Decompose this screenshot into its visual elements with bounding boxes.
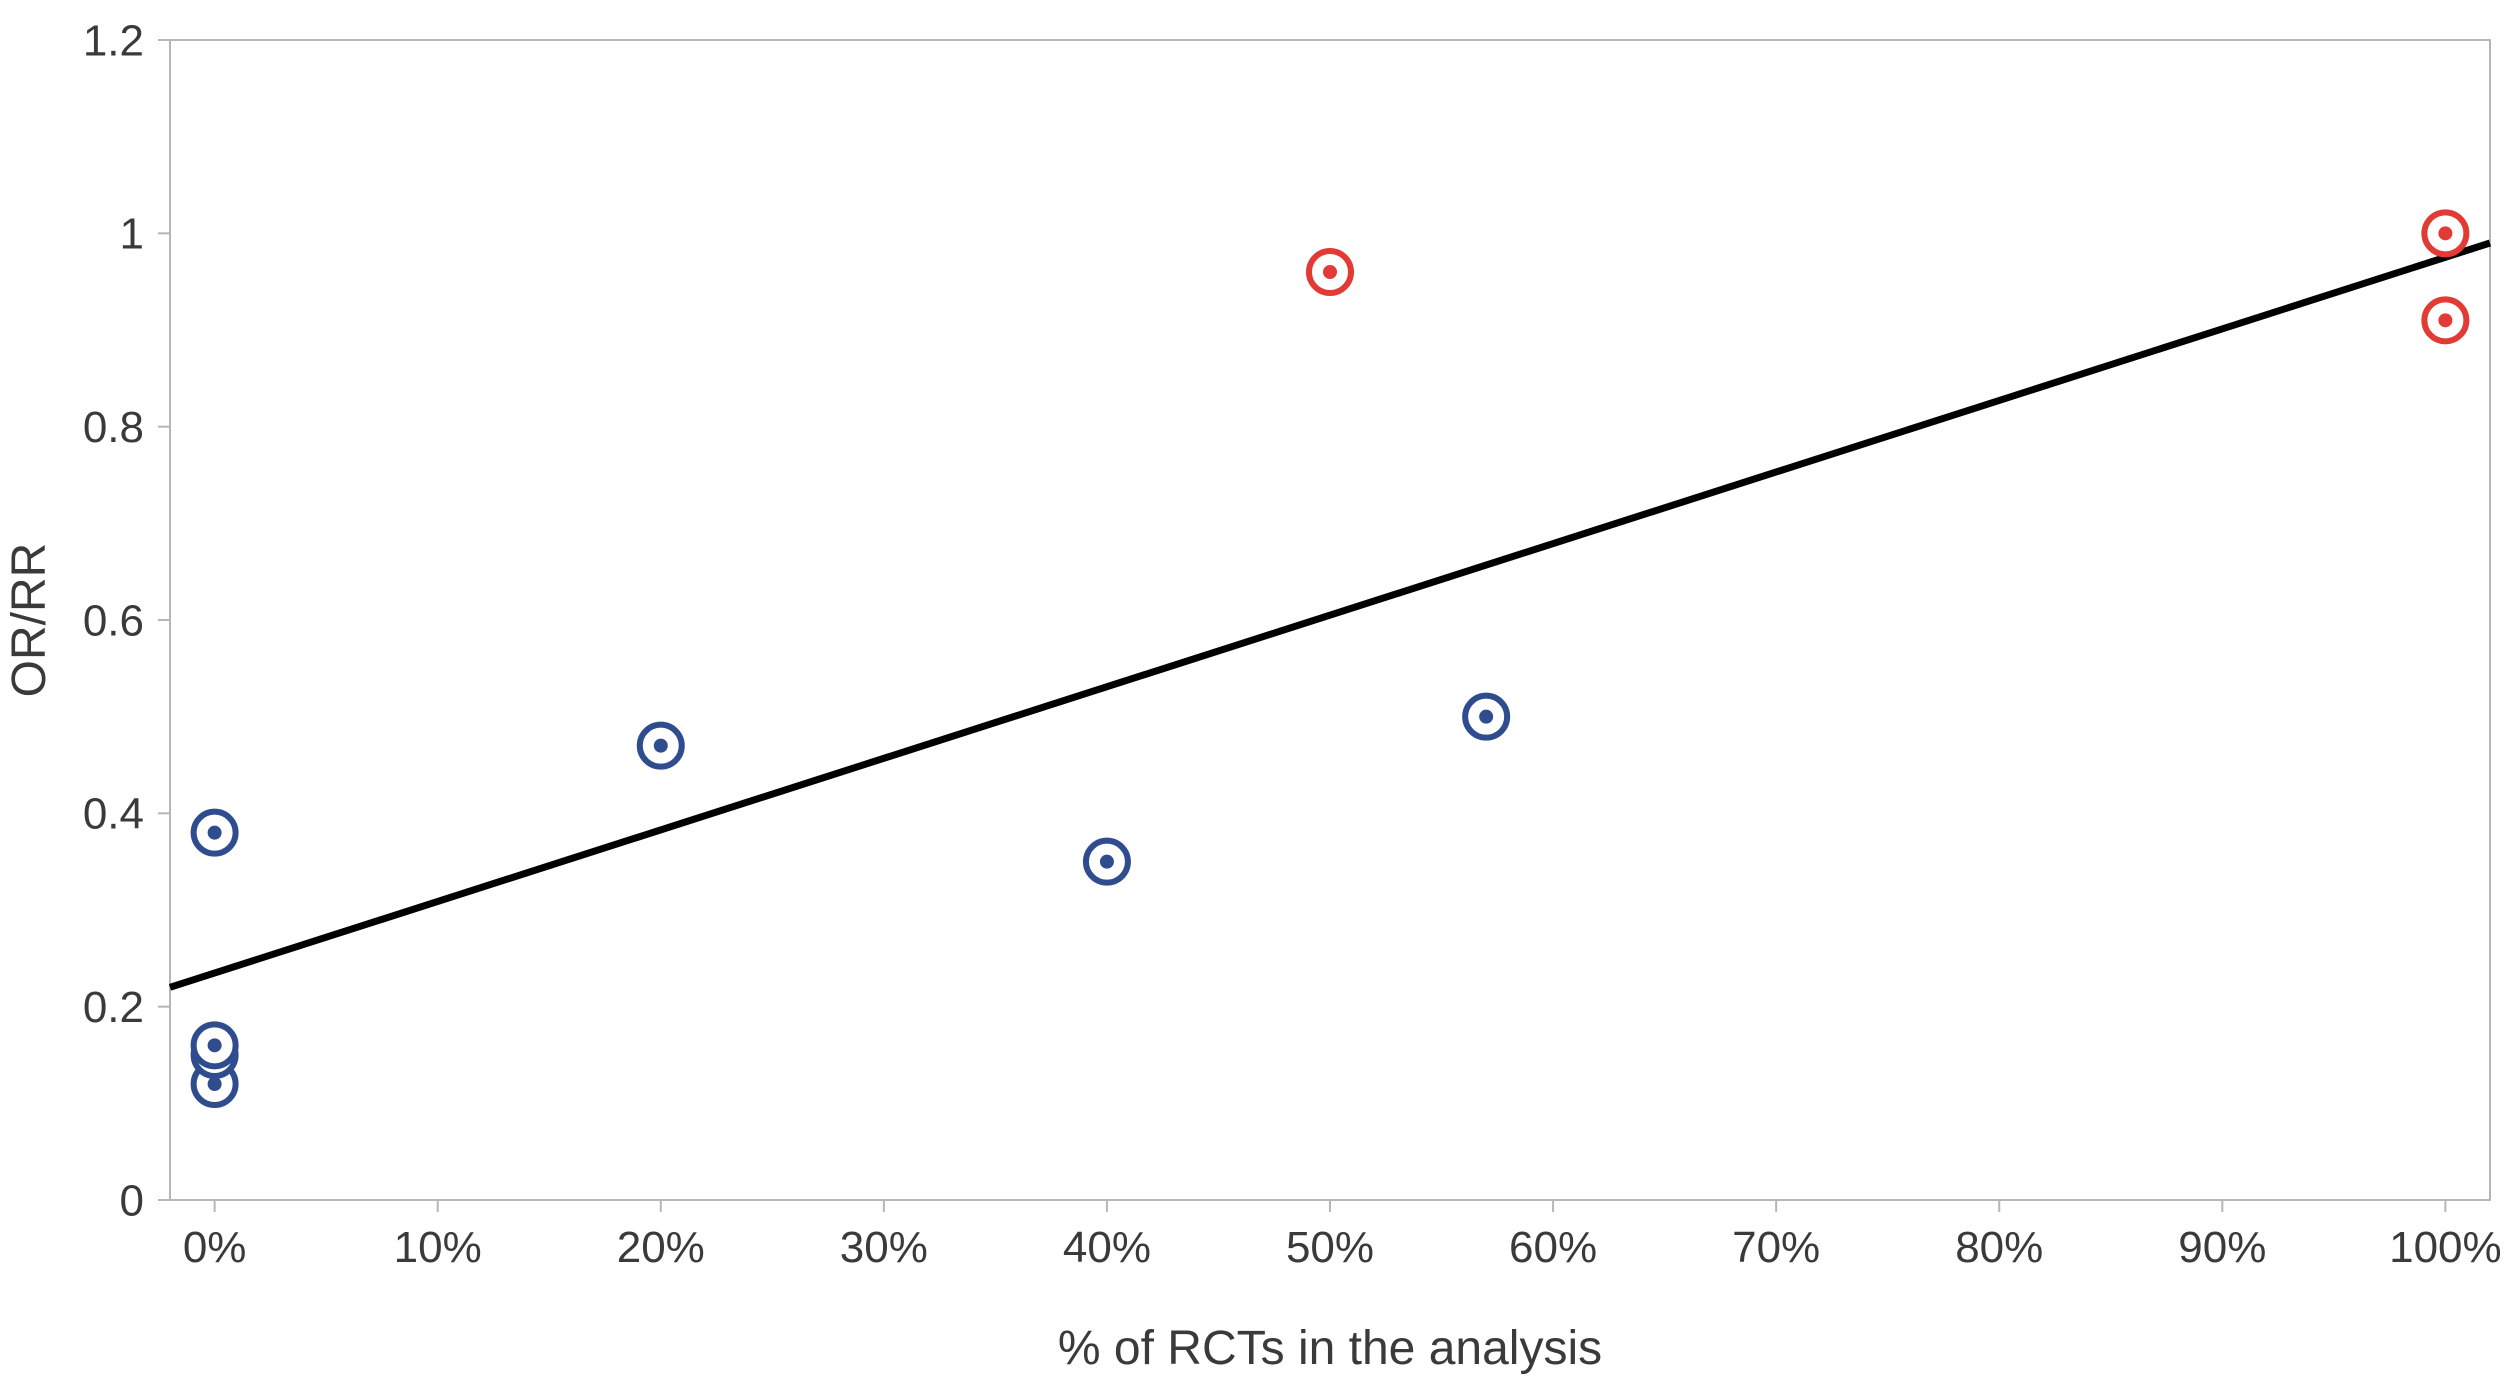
- scatter-chart: 0% 10% 20% 30% 40% 50% 60% 70% 80% 90% 100% 0 0.2 0.4…: [0, 0, 2519, 1394]
- point-red: [1309, 251, 1351, 293]
- y-axis-title: OR/RR: [3, 543, 56, 698]
- x-axis-title: % of RCTs in the analysis: [1058, 1322, 1602, 1375]
- x-tick-label: 0%: [183, 1223, 247, 1272]
- point-blue: [1465, 696, 1507, 738]
- point-red: [2424, 299, 2466, 341]
- point-red: [2424, 212, 2466, 254]
- y-tick-label: 1: [120, 210, 144, 259]
- point-blue: [1086, 841, 1128, 883]
- y-tick-label: 1.2: [83, 16, 144, 65]
- x-tick-label: 50%: [1286, 1223, 1374, 1272]
- chart-svg: 0% 10% 20% 30% 40% 50% 60% 70% 80% 90% 100% 0 0.2 0.4…: [0, 0, 2519, 1394]
- y-tick-label: 0.4: [83, 790, 144, 839]
- x-tick-label: 80%: [1955, 1223, 2043, 1272]
- y-tick-label: 0: [120, 1176, 144, 1225]
- point-blue: [194, 1024, 236, 1066]
- x-tick-label: 30%: [840, 1223, 928, 1272]
- x-tick-label: 20%: [617, 1223, 705, 1272]
- x-tick-label: 70%: [1732, 1223, 1820, 1272]
- x-tick-label: 10%: [394, 1223, 482, 1272]
- y-tick-label: 0.6: [83, 596, 144, 645]
- y-tick-label: 0.8: [83, 403, 144, 452]
- point-blue: [640, 725, 682, 767]
- point-blue: [194, 812, 236, 854]
- x-tick-label: 60%: [1509, 1223, 1597, 1272]
- x-tick-label: 90%: [2178, 1223, 2266, 1272]
- x-tick-label: 100%: [2389, 1223, 2502, 1272]
- y-tick-label: 0.2: [83, 983, 144, 1032]
- x-tick-label: 40%: [1063, 1223, 1151, 1272]
